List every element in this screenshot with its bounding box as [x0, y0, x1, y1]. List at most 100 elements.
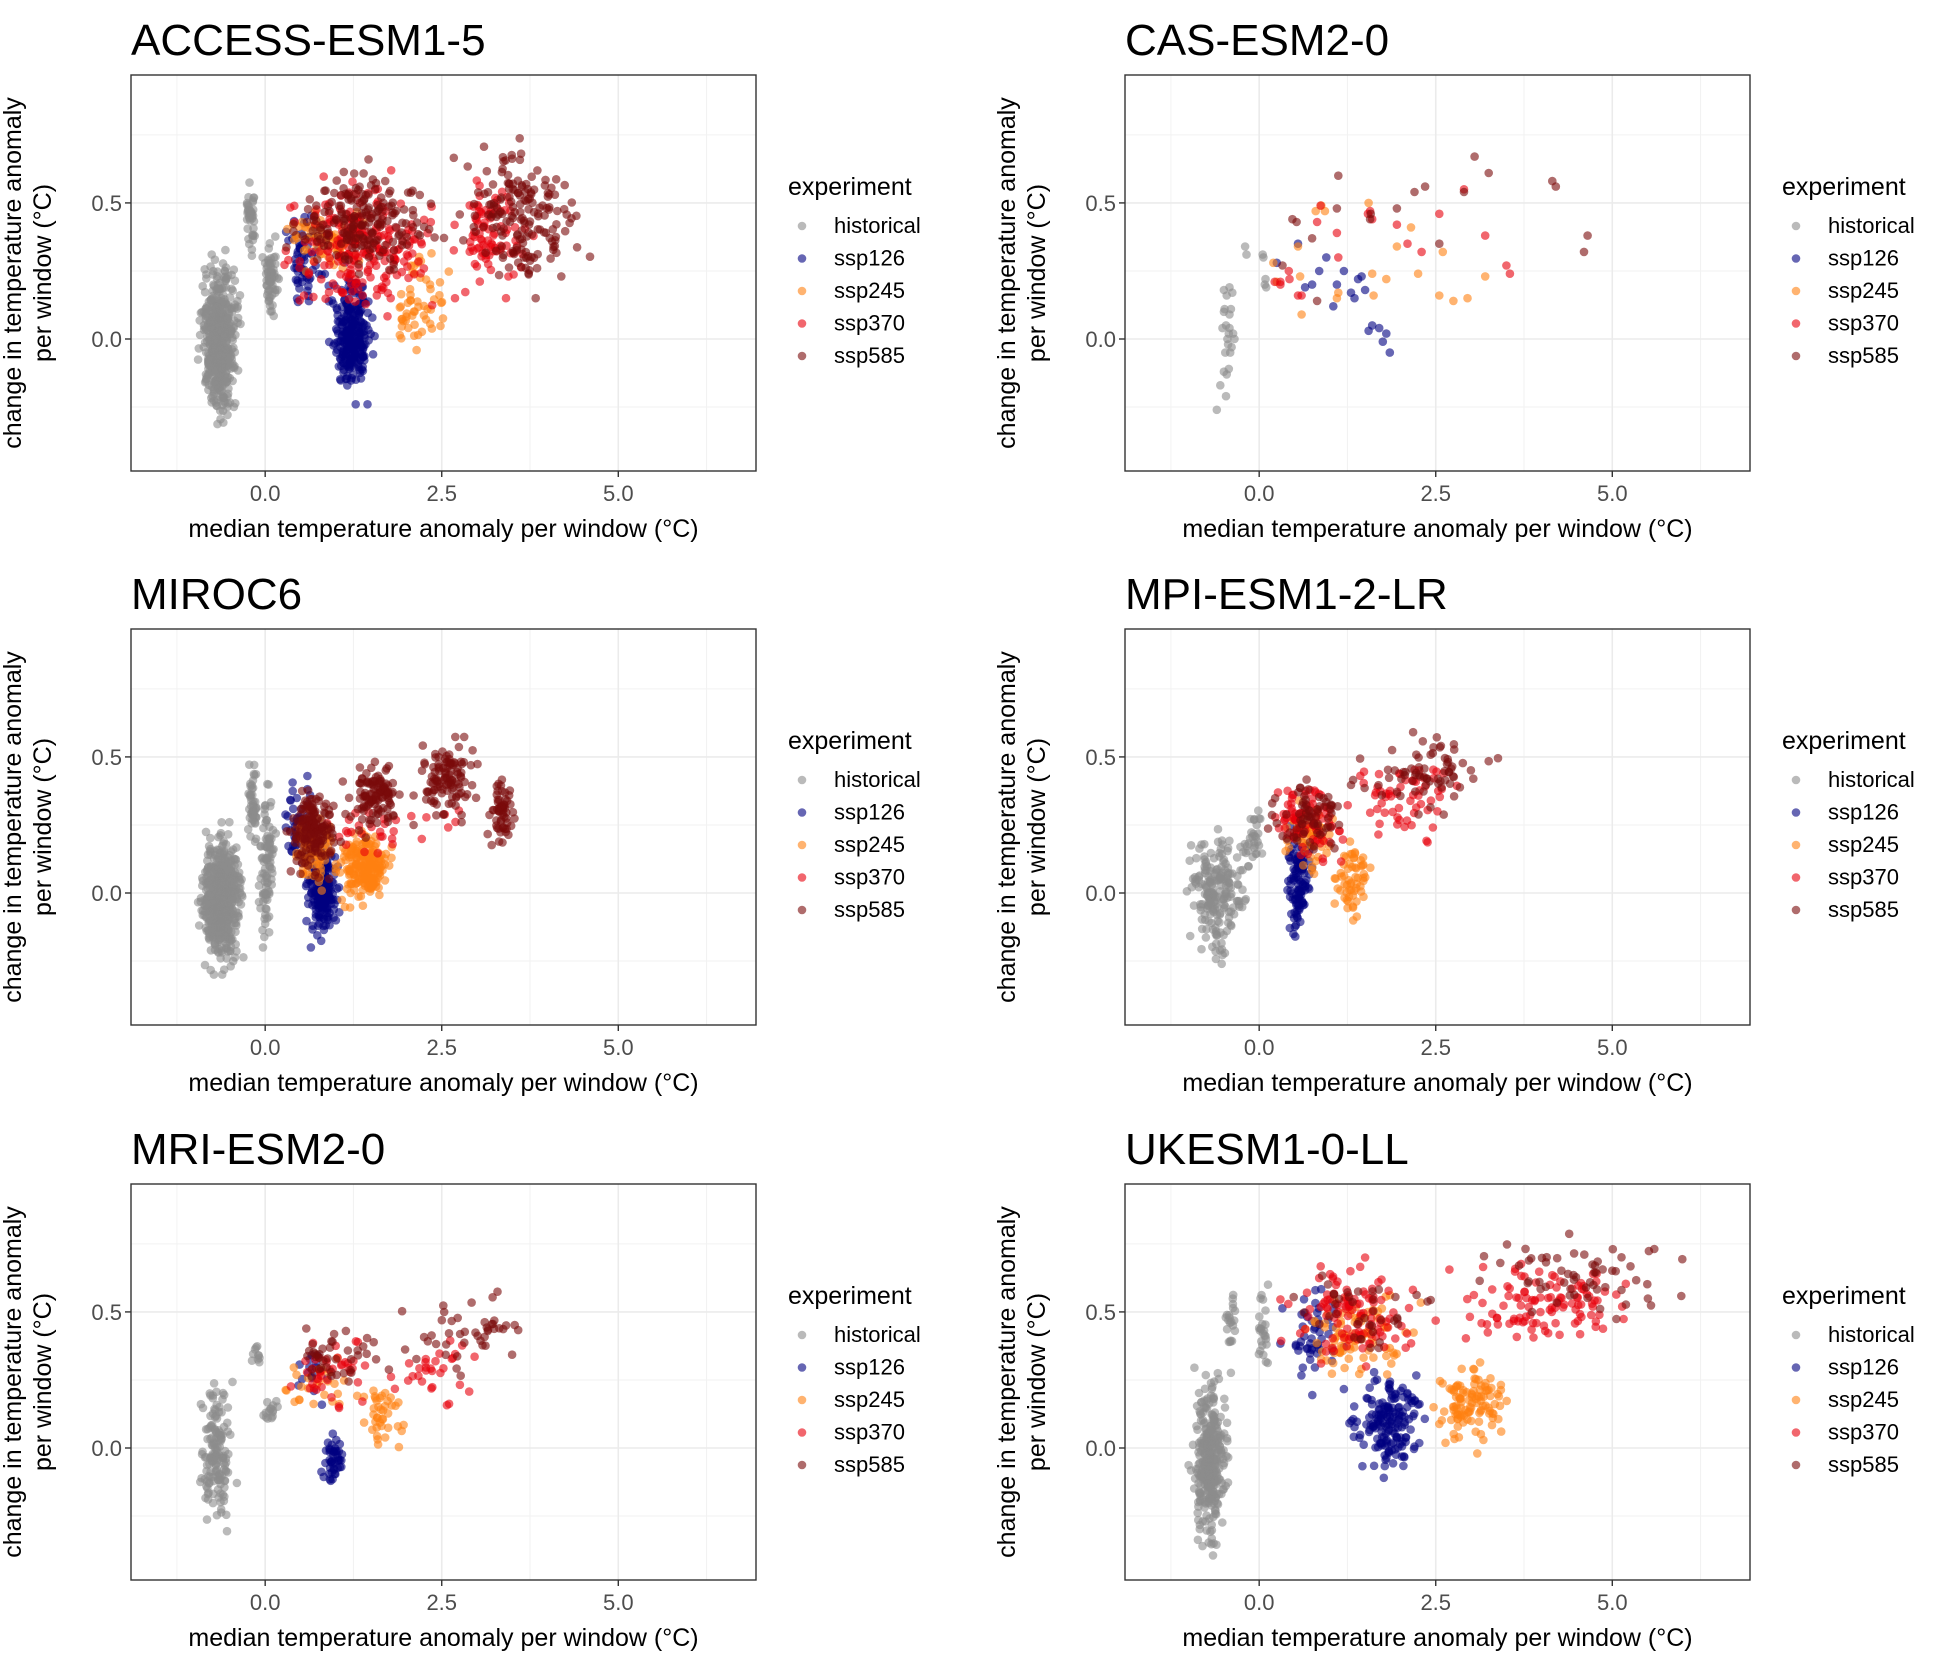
data-point-ssp585	[1326, 839, 1336, 848]
data-point-ssp245	[427, 324, 437, 333]
data-point-historical	[1216, 381, 1225, 390]
data-point-historical	[217, 326, 226, 336]
data-point-ssp585	[451, 801, 460, 810]
data-point-ssp245	[1480, 272, 1490, 281]
data-point-ssp370	[414, 257, 423, 266]
data-point-ssp585	[515, 199, 525, 209]
data-point-ssp585	[359, 806, 368, 816]
data-point-historical	[210, 255, 220, 264]
legend-key-ssp370	[797, 1428, 807, 1437]
data-point-ssp370	[450, 293, 460, 303]
data-point-ssp245	[1350, 886, 1359, 896]
data-point-ssp126	[334, 883, 344, 892]
data-point-ssp126	[288, 786, 298, 796]
data-point-ssp585	[548, 225, 558, 234]
data-point-ssp585	[344, 189, 354, 199]
data-point-ssp245	[1449, 296, 1458, 306]
data-point-ssp126	[319, 1472, 329, 1482]
data-point-ssp370	[389, 827, 399, 836]
data-point-historical	[258, 252, 267, 262]
legend-key-historical	[797, 221, 807, 231]
data-point-ssp585	[481, 248, 491, 257]
data-point-ssp585	[1366, 209, 1376, 219]
data-point-ssp126	[1332, 280, 1342, 289]
data-point-historical	[1254, 806, 1263, 815]
data-point-ssp585	[313, 255, 322, 264]
data-point-ssp370	[470, 1352, 479, 1361]
data-point-ssp245	[1366, 863, 1375, 872]
data-point-historical	[1185, 856, 1194, 865]
data-point-ssp245	[436, 321, 445, 331]
data-point-ssp585	[302, 1324, 311, 1333]
legend: experimenthistoricalssp126ssp245ssp370ss…	[1782, 173, 1915, 368]
data-point-historical	[1185, 931, 1195, 941]
data-point-historical	[210, 1412, 220, 1422]
data-point-ssp370	[390, 1384, 400, 1394]
data-point-ssp585	[385, 254, 395, 263]
data-point-ssp370	[428, 1382, 437, 1392]
data-point-ssp585	[327, 197, 337, 207]
x-axis-title: median temperature anomaly per window (°…	[188, 1624, 698, 1652]
data-point-ssp585	[1397, 774, 1406, 784]
data-point-ssp585	[1333, 802, 1342, 811]
data-point-ssp245	[374, 858, 383, 867]
data-point-ssp585	[408, 186, 417, 195]
data-point-ssp370	[353, 1378, 363, 1387]
data-point-ssp585	[523, 194, 533, 204]
data-point-ssp585	[307, 848, 316, 858]
data-point-ssp585	[307, 1365, 317, 1374]
data-point-historical	[1225, 836, 1234, 846]
data-point-historical	[195, 316, 204, 325]
data-point-ssp585	[441, 1340, 451, 1349]
data-point-ssp245	[1297, 310, 1306, 319]
data-point-ssp370	[486, 265, 496, 275]
data-point-ssp585	[332, 176, 342, 185]
y-tick-label: 0.5	[1085, 745, 1116, 770]
data-point-historical	[202, 926, 211, 936]
data-point-ssp585	[445, 761, 455, 770]
data-point-ssp126	[350, 349, 360, 358]
data-point-ssp585	[358, 1342, 368, 1351]
data-point-ssp585	[510, 814, 519, 823]
data-point-ssp126	[306, 943, 316, 952]
data-point-ssp370	[1335, 826, 1344, 836]
data-point-historical	[1224, 364, 1234, 374]
data-point-ssp585	[508, 202, 518, 212]
data-point-ssp585	[560, 180, 569, 190]
legend-label-ssp245: ssp245	[1828, 832, 1899, 857]
data-point-ssp585	[339, 184, 348, 193]
data-point-ssp585	[321, 186, 330, 195]
legend-key-ssp245	[1791, 840, 1801, 850]
panel-border	[1124, 74, 1751, 472]
data-point-historical	[230, 300, 240, 309]
data-point-ssp585	[359, 169, 368, 178]
data-point-ssp585	[1299, 814, 1308, 824]
data-point-ssp585	[503, 170, 513, 180]
data-point-ssp245	[356, 860, 366, 870]
data-point-ssp585	[508, 179, 518, 188]
data-point-historical	[1214, 874, 1224, 883]
data-point-ssp585	[516, 149, 526, 158]
data-point-historical	[201, 907, 210, 917]
data-point-ssp585	[1304, 785, 1313, 794]
data-point-ssp245	[290, 1397, 299, 1407]
legend-key-ssp245	[1791, 286, 1801, 296]
data-point-historical	[210, 938, 220, 948]
data-point-ssp585	[453, 1313, 463, 1323]
data-point-ssp245	[1350, 849, 1360, 858]
data-point-ssp126	[335, 1462, 345, 1472]
data-point-ssp585	[1579, 247, 1589, 257]
data-point-ssp370	[1505, 269, 1515, 279]
data-point-ssp585	[348, 243, 357, 253]
data-point-ssp585	[415, 190, 425, 200]
data-point-historical	[250, 771, 259, 780]
data-point-historical	[221, 274, 231, 284]
data-point-historical	[206, 833, 215, 843]
data-point-ssp370	[1429, 765, 1438, 774]
data-point-historical	[1220, 902, 1230, 911]
data-point-ssp126	[1293, 913, 1302, 923]
data-point-ssp126	[313, 931, 322, 940]
data-point-historical	[267, 1413, 276, 1423]
